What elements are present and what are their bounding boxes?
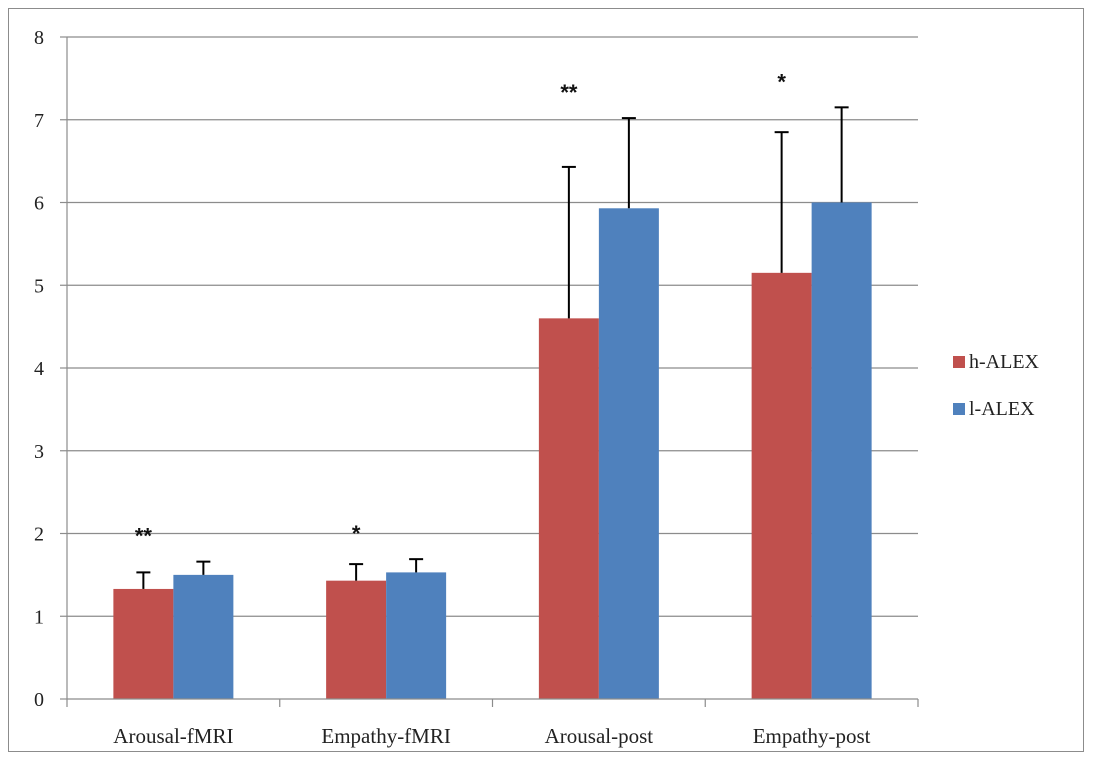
x-tick-label: Empathy-fMRI bbox=[321, 724, 450, 748]
significance-marker: ** bbox=[560, 80, 578, 105]
y-tick-label: 5 bbox=[34, 275, 44, 297]
x-tick-labels: Arousal-fMRI Empathy-fMRI Arousal-post Empa… bbox=[113, 724, 870, 748]
bar-h-alex bbox=[751, 272, 812, 699]
bar-l-alex bbox=[811, 202, 872, 699]
legend-swatch bbox=[953, 356, 965, 368]
y-tick-label: 1 bbox=[34, 606, 44, 628]
legend: h-ALEX l-ALEX bbox=[953, 351, 1040, 420]
bar-h-alex bbox=[538, 318, 599, 699]
bars bbox=[113, 202, 872, 700]
legend-label: h-ALEX bbox=[969, 351, 1040, 373]
legend-label: l-ALEX bbox=[969, 398, 1035, 420]
x-tick-label: Arousal-fMRI bbox=[113, 724, 233, 748]
y-tick-labels: 0 1 2 3 4 5 6 7 8 bbox=[34, 27, 44, 711]
y-tick-label: 6 bbox=[34, 193, 44, 215]
bar-l-alex bbox=[598, 208, 659, 700]
x-tick-label: Arousal-post bbox=[545, 724, 654, 748]
axes bbox=[66, 37, 919, 707]
significance-marker: * bbox=[777, 69, 786, 94]
error-bars bbox=[136, 106, 849, 589]
bar-l-alex bbox=[386, 572, 447, 699]
bar-l-alex bbox=[173, 574, 234, 699]
y-tick-label: 4 bbox=[34, 358, 44, 380]
significance-marker: ** bbox=[135, 524, 153, 549]
x-tick-label: Empathy-post bbox=[753, 724, 871, 748]
significance-annotations: ** *** * bbox=[135, 69, 787, 548]
y-tick-label: 8 bbox=[34, 27, 44, 49]
bar-h-alex bbox=[113, 588, 174, 699]
significance-marker: * bbox=[352, 521, 361, 546]
legend-swatch bbox=[953, 403, 965, 415]
y-tick-label: 3 bbox=[34, 441, 44, 463]
y-tick-label: 7 bbox=[34, 110, 44, 132]
y-tick-label: 0 bbox=[34, 689, 44, 711]
y-tick-label: 2 bbox=[34, 524, 44, 546]
bar-h-alex bbox=[326, 580, 387, 699]
